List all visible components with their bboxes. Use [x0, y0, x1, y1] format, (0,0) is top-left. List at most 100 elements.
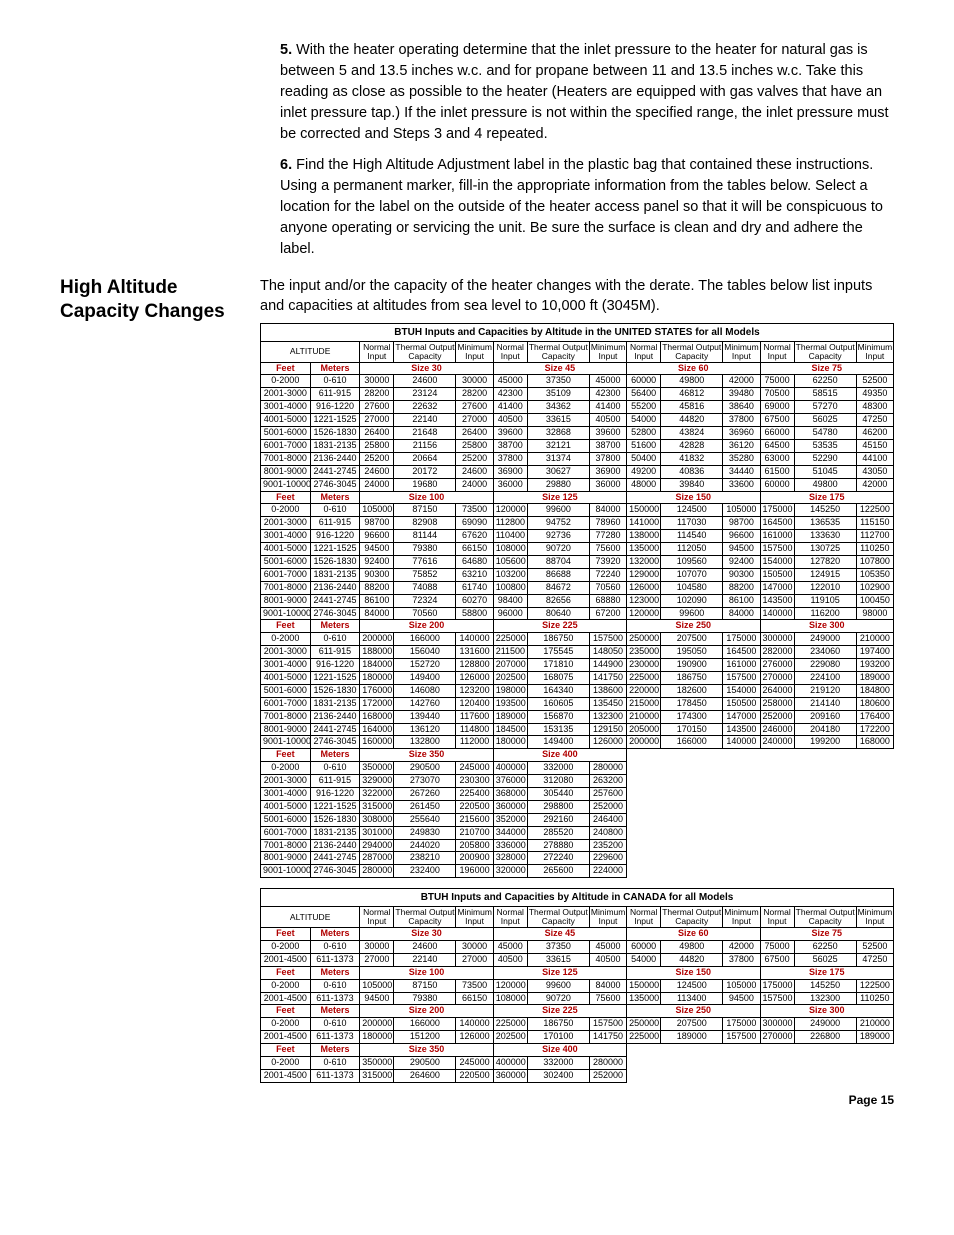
- normal-input-val: 94500: [360, 992, 394, 1005]
- normal-input-val: 376000: [493, 775, 527, 788]
- thermal-output-val: 142760: [394, 697, 456, 710]
- meters-range: 2136-2440: [310, 839, 360, 852]
- minimum-input-val: 141750: [589, 1031, 626, 1044]
- minimum-input-val: 280000: [589, 762, 626, 775]
- empty-cell: [627, 1069, 760, 1082]
- thermal-output-val: 124915: [794, 568, 856, 581]
- feet-range: 5001-6000: [261, 684, 311, 697]
- minimum-input-val: 110250: [856, 543, 893, 556]
- minimum-input-val: 245000: [456, 762, 493, 775]
- empty-cell: [760, 852, 894, 865]
- normal-input-val: 400000: [493, 1056, 527, 1069]
- minimum-input-val: 84000: [723, 607, 760, 620]
- normal-input-val: 180000: [360, 1031, 394, 1044]
- size-header: Size 200: [360, 620, 493, 633]
- minimum-input-val: 107800: [856, 555, 893, 568]
- normal-input-val: 164000: [360, 723, 394, 736]
- minimum-input-val: 78960: [589, 517, 626, 530]
- meters-range: 2441-2745: [310, 465, 360, 478]
- normal-input-val: 225000: [627, 671, 661, 684]
- normal-input-val: 49200: [627, 465, 661, 478]
- thermal-output-val: 174300: [661, 710, 723, 723]
- minimum-input-val: 122500: [856, 979, 893, 992]
- feet-range: 4001-5000: [261, 671, 311, 684]
- thermal-output-val: 75852: [394, 568, 456, 581]
- normal-input-val: 150000: [627, 504, 661, 517]
- normal-input-val: 75000: [760, 940, 794, 953]
- minimum-input-val: 73500: [456, 504, 493, 517]
- thermal-output-val: 94752: [527, 517, 589, 530]
- minimum-input-val: 220500: [456, 800, 493, 813]
- normal-input-val: 30000: [360, 940, 394, 953]
- thermal-output-val: 81144: [394, 530, 456, 543]
- meters-range: 2746-3045: [310, 736, 360, 749]
- thermal-output-val: 272240: [527, 852, 589, 865]
- minimum-input-val: 144900: [589, 659, 626, 672]
- col-minimum-input: MinimumInput: [856, 907, 893, 928]
- minimum-input-val: 70560: [589, 581, 626, 594]
- feet-range: 0-2000: [261, 762, 311, 775]
- normal-input-val: 184000: [360, 659, 394, 672]
- minimum-input-val: 189000: [856, 1031, 893, 1044]
- normal-input-val: 235000: [627, 646, 661, 659]
- normal-input-val: 63000: [760, 452, 794, 465]
- meters-range: 1831-2135: [310, 568, 360, 581]
- size-header: Size 45: [493, 928, 626, 941]
- minimum-input-val: 114800: [456, 723, 493, 736]
- normal-input-val: 175000: [760, 979, 794, 992]
- normal-input-val: 52800: [627, 427, 661, 440]
- feet-range: 7001-8000: [261, 710, 311, 723]
- normal-input-val: 147000: [760, 581, 794, 594]
- feet-range: 9001-10000: [261, 865, 311, 878]
- normal-input-val: 329000: [360, 775, 394, 788]
- thermal-output-val: 32868: [527, 427, 589, 440]
- normal-input-val: 90300: [360, 568, 394, 581]
- meters-range: 1526-1830: [310, 427, 360, 440]
- section-heading-line2: Capacity Changes: [60, 301, 225, 322]
- normal-input-val: 45000: [493, 940, 527, 953]
- thermal-output-val: 264600: [394, 1069, 456, 1082]
- normal-input-val: 54000: [627, 414, 661, 427]
- normal-input-val: 246000: [760, 723, 794, 736]
- minimum-input-val: 42300: [589, 388, 626, 401]
- empty-cell: [760, 800, 894, 813]
- normal-input-val: 94500: [360, 543, 394, 556]
- normal-input-val: 180000: [493, 736, 527, 749]
- instruction-list: 5. With the heater operating determine t…: [260, 40, 894, 260]
- normal-input-val: 400000: [493, 762, 527, 775]
- thermal-output-val: 189000: [661, 1031, 723, 1044]
- minimum-input-val: 43050: [856, 465, 893, 478]
- empty-cell: [760, 787, 894, 800]
- normal-input-val: 350000: [360, 1056, 394, 1069]
- left-column: [60, 40, 240, 276]
- meters-range: 611-1373: [310, 992, 360, 1005]
- minimum-input-val: 84000: [589, 979, 626, 992]
- normal-input-val: 55200: [627, 401, 661, 414]
- minimum-input-val: 37800: [723, 414, 760, 427]
- thermal-output-val: 20664: [394, 452, 456, 465]
- thermal-output-val: 70560: [394, 607, 456, 620]
- col-minimum-input: MinimumInput: [456, 341, 493, 362]
- size-header: Size 250: [627, 1005, 760, 1018]
- size-header: Size 400: [493, 1044, 626, 1057]
- normal-input-val: 328000: [493, 852, 527, 865]
- meters-range: 0-610: [310, 504, 360, 517]
- meters-range: 0-610: [310, 979, 360, 992]
- feet-label: Feet: [261, 1044, 311, 1057]
- minimum-input-val: 205800: [456, 839, 493, 852]
- meters-range: 2136-2440: [310, 710, 360, 723]
- meters-range: 916-1220: [310, 787, 360, 800]
- minimum-input-val: 68880: [589, 594, 626, 607]
- thermal-output-val: 146080: [394, 684, 456, 697]
- thermal-output-val: 104580: [661, 581, 723, 594]
- thermal-output-val: 37350: [527, 375, 589, 388]
- meters-range: 1831-2135: [310, 826, 360, 839]
- meters-range: 611-1373: [310, 953, 360, 966]
- feet-range: 2001-3000: [261, 646, 311, 659]
- section-body-col: The input and/or the capacity of the hea…: [260, 276, 894, 1107]
- thermal-output-val: 74088: [394, 581, 456, 594]
- thermal-output-val: 278880: [527, 839, 589, 852]
- normal-input-val: 105600: [493, 555, 527, 568]
- feet-range: 3001-4000: [261, 659, 311, 672]
- thermal-output-val: 332000: [527, 762, 589, 775]
